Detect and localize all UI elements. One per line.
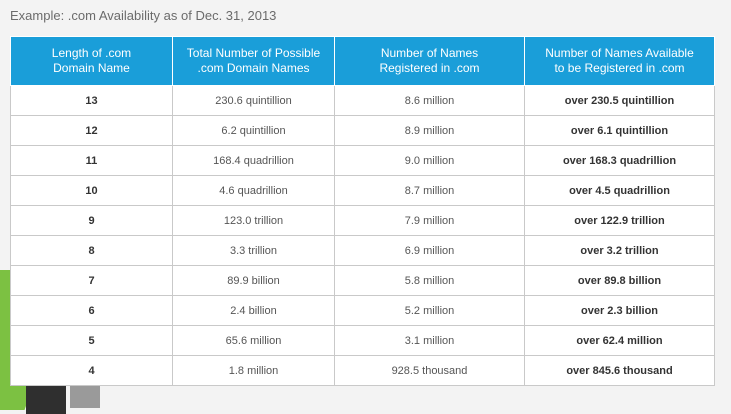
cell-registered: 928.5 thousand xyxy=(334,355,525,386)
cell-available: over 4.5 quadrillion xyxy=(524,175,715,206)
cell-length: 11 xyxy=(10,145,173,176)
cell-available: over 6.1 quintillion xyxy=(524,115,715,146)
cell-available: over 89.8 billion xyxy=(524,265,715,296)
cell-registered: 6.9 million xyxy=(334,235,525,266)
cell-registered: 5.8 million xyxy=(334,265,525,296)
cell-available: over 845.6 thousand xyxy=(524,355,715,386)
cell-total-possible: 123.0 trillion xyxy=(172,205,335,236)
cell-total-possible: 3.3 trillion xyxy=(172,235,335,266)
cell-available: over 62.4 million xyxy=(524,325,715,356)
table-row: 6 2.4 billion 5.2 million over 2.3 billi… xyxy=(10,295,715,326)
cell-available: over 122.9 trillion xyxy=(524,205,715,236)
cell-length: 13 xyxy=(10,85,173,116)
cell-available: over 230.5 quintillion xyxy=(524,85,715,116)
cell-length: 9 xyxy=(10,205,173,236)
header-total-possible: Total Number of Possible .com Domain Nam… xyxy=(172,36,335,86)
table-row: 9 123.0 trillion 7.9 million over 122.9 … xyxy=(10,205,715,236)
cell-registered: 9.0 million xyxy=(334,145,525,176)
table-row: 12 6.2 quintillion 8.9 million over 6.1 … xyxy=(10,115,715,146)
table-row: 13 230.6 quintillion 8.6 million over 23… xyxy=(10,85,715,116)
cell-total-possible: 1.8 million xyxy=(172,355,335,386)
table-row: 4 1.8 million 928.5 thousand over 845.6 … xyxy=(10,355,715,386)
cell-total-possible: 89.9 billion xyxy=(172,265,335,296)
header-available: Number of Names Available to be Register… xyxy=(524,36,715,86)
cell-total-possible: 230.6 quintillion xyxy=(172,85,335,116)
table-row: 8 3.3 trillion 6.9 million over 3.2 tril… xyxy=(10,235,715,266)
header-registered: Number of Names Registered in .com xyxy=(334,36,525,86)
table-row: 5 65.6 million 3.1 million over 62.4 mil… xyxy=(10,325,715,356)
table-caption: Example: .com Availability as of Dec. 31… xyxy=(10,8,277,23)
cell-registered: 3.1 million xyxy=(334,325,525,356)
cell-total-possible: 168.4 quadrillion xyxy=(172,145,335,176)
cell-total-possible: 6.2 quintillion xyxy=(172,115,335,146)
cell-registered: 7.9 million xyxy=(334,205,525,236)
decorative-gray-shape xyxy=(70,386,100,408)
cell-total-possible: 2.4 billion xyxy=(172,295,335,326)
table-row: 10 4.6 quadrillion 8.7 million over 4.5 … xyxy=(10,175,715,206)
cell-registered: 8.7 million xyxy=(334,175,525,206)
cell-registered: 8.9 million xyxy=(334,115,525,146)
cell-registered: 5.2 million xyxy=(334,295,525,326)
cell-total-possible: 4.6 quadrillion xyxy=(172,175,335,206)
cell-length: 7 xyxy=(10,265,173,296)
cell-length: 12 xyxy=(10,115,173,146)
cell-registered: 8.6 million xyxy=(334,85,525,116)
cell-length: 8 xyxy=(10,235,173,266)
decorative-dark-shape xyxy=(26,384,66,414)
table-row: 7 89.9 billion 5.8 million over 89.8 bil… xyxy=(10,265,715,296)
table-row: 11 168.4 quadrillion 9.0 million over 16… xyxy=(10,145,715,176)
cell-available: over 3.2 trillion xyxy=(524,235,715,266)
cell-available: over 168.3 quadrillion xyxy=(524,145,715,176)
cell-available: over 2.3 billion xyxy=(524,295,715,326)
availability-table: Length of .com Domain Name Total Number … xyxy=(10,36,715,386)
cell-length: 10 xyxy=(10,175,173,206)
cell-length: 6 xyxy=(10,295,173,326)
header-length: Length of .com Domain Name xyxy=(10,36,173,86)
cell-total-possible: 65.6 million xyxy=(172,325,335,356)
cell-length: 5 xyxy=(10,325,173,356)
cell-length: 4 xyxy=(10,355,173,386)
header-row: Length of .com Domain Name Total Number … xyxy=(10,36,715,86)
